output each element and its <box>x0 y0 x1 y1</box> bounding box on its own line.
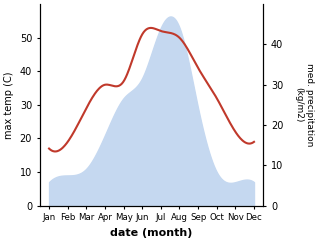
Y-axis label: max temp (C): max temp (C) <box>4 71 14 139</box>
Y-axis label: med. precipitation
(kg/m2): med. precipitation (kg/m2) <box>294 63 314 147</box>
X-axis label: date (month): date (month) <box>110 228 193 238</box>
